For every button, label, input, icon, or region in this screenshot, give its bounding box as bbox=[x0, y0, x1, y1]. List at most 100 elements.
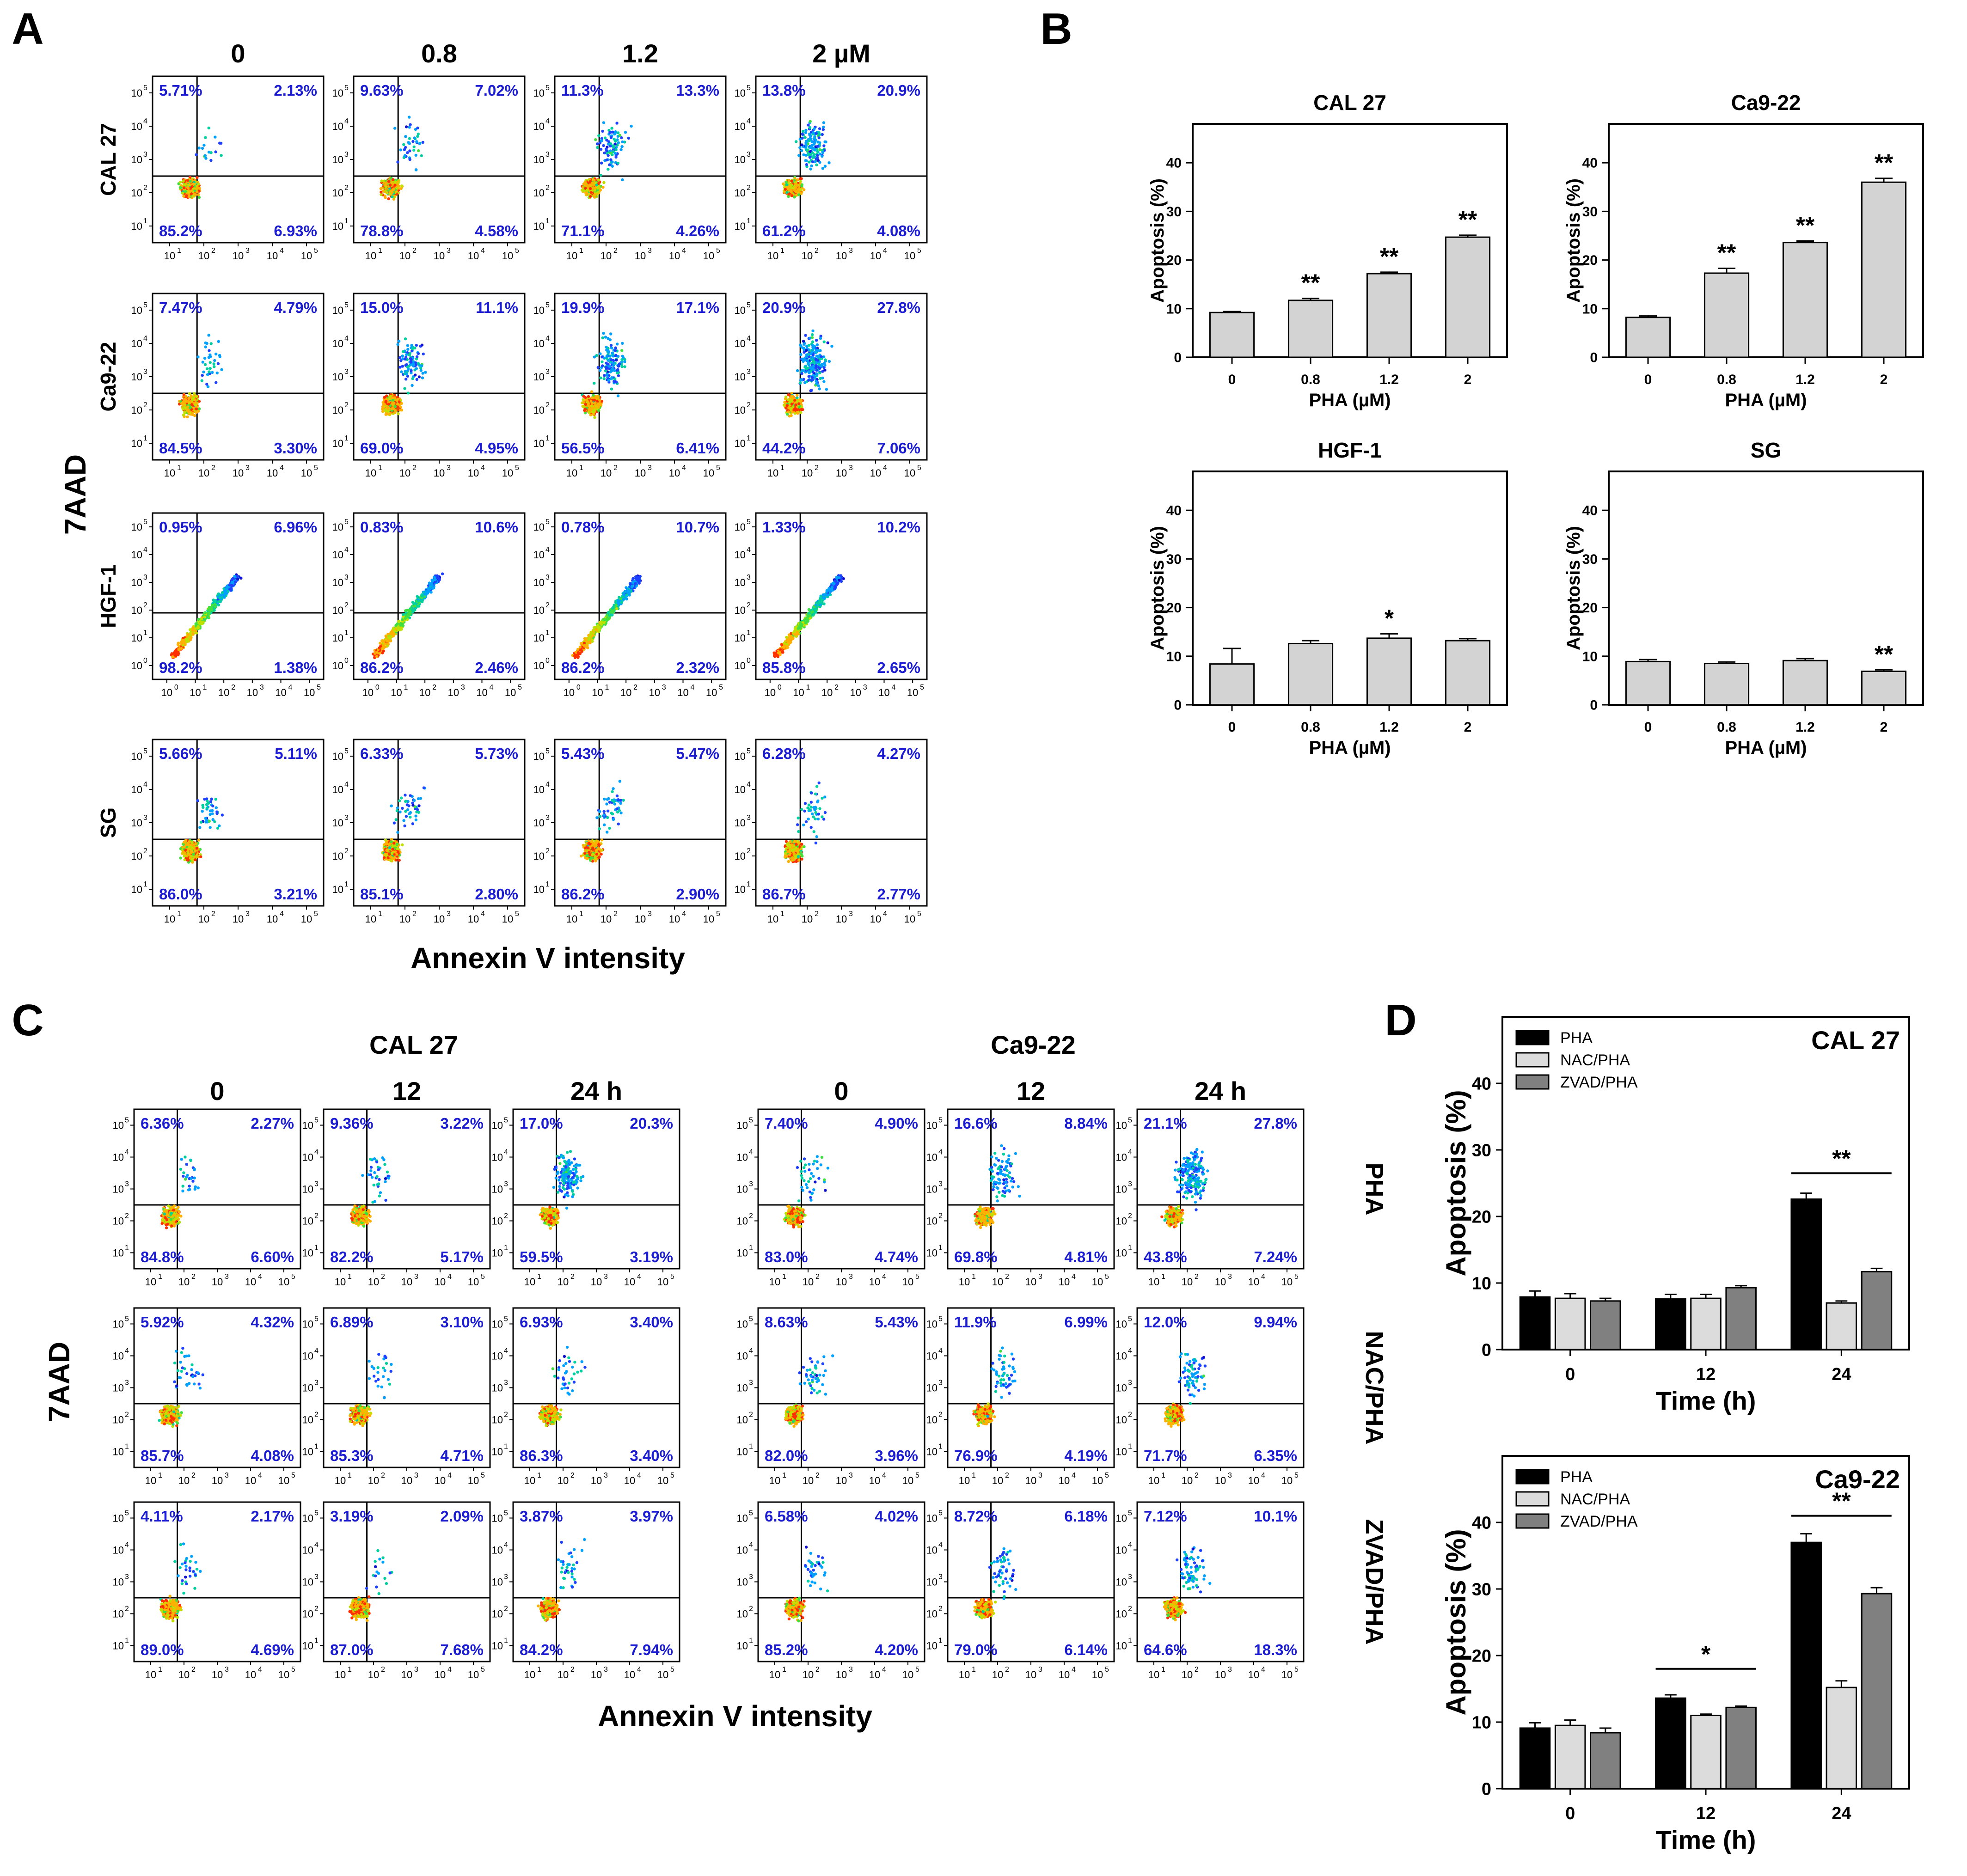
event-dot bbox=[204, 345, 207, 348]
event-dot bbox=[589, 195, 592, 198]
event-dot bbox=[599, 174, 602, 177]
event-dot bbox=[794, 189, 797, 192]
event-dot bbox=[609, 145, 612, 147]
event-dot bbox=[797, 193, 800, 196]
event-dot bbox=[208, 349, 210, 352]
event-dot bbox=[802, 130, 804, 133]
x-tick-label: 10 bbox=[836, 250, 847, 262]
x-tick-exponent: 5 bbox=[716, 247, 720, 255]
x-tick-exponent: 5 bbox=[917, 247, 921, 255]
event-dot bbox=[599, 141, 601, 144]
event-dot bbox=[816, 145, 819, 148]
panel-label-c: C bbox=[12, 996, 43, 1045]
event-dot bbox=[810, 140, 813, 143]
y-tick-exponent: 1 bbox=[545, 217, 550, 225]
event-dot bbox=[797, 188, 800, 191]
event-dot bbox=[794, 186, 797, 189]
event-dot bbox=[818, 161, 821, 164]
quadrant-ur-label: 2.13% bbox=[274, 82, 317, 99]
panel-a-row-label: SG bbox=[96, 807, 120, 838]
event-dot bbox=[380, 187, 382, 190]
event-dot bbox=[196, 355, 199, 358]
event-dot bbox=[799, 177, 802, 180]
x-tick-label: 10 bbox=[198, 250, 209, 262]
plot-frame bbox=[555, 76, 726, 243]
y-tick-label: 10 bbox=[131, 87, 142, 99]
x-tick-exponent: 5 bbox=[515, 247, 519, 255]
event-dot bbox=[807, 123, 809, 126]
event-dot bbox=[196, 176, 198, 179]
event-dot bbox=[214, 135, 216, 138]
event-dot bbox=[420, 154, 423, 157]
x-tick-label: 10 bbox=[399, 250, 411, 262]
x-tick-exponent: 1 bbox=[579, 247, 583, 255]
x-tick-label: 10 bbox=[601, 250, 612, 262]
event-dot bbox=[608, 131, 611, 134]
quadrant-ll-label: 71.1% bbox=[561, 222, 605, 239]
event-dot bbox=[217, 340, 220, 343]
event-dot bbox=[615, 122, 618, 124]
x-tick-exponent: 1 bbox=[780, 247, 784, 255]
event-dot bbox=[630, 125, 633, 128]
x-tick-exponent: 1 bbox=[177, 247, 181, 255]
y-tick-exponent: 1 bbox=[143, 217, 147, 225]
x-tick-label: 10 bbox=[233, 250, 244, 262]
event-dot bbox=[404, 146, 407, 149]
plot-frame bbox=[756, 76, 927, 243]
event-dot bbox=[186, 179, 189, 182]
y-tick-label: 10 bbox=[332, 154, 343, 165]
event-dot bbox=[812, 148, 815, 151]
event-dot bbox=[621, 145, 624, 148]
event-dot bbox=[609, 152, 612, 154]
event-dot bbox=[415, 168, 417, 171]
flow-plot: 11.3% 13.3%71.1% 4.26%10 110 110 210 210 310 310… bbox=[533, 76, 726, 262]
event-dot bbox=[805, 163, 808, 166]
event-dot bbox=[604, 136, 607, 139]
y-tick-label: 10 bbox=[735, 87, 746, 99]
panel-label-b: B bbox=[1040, 4, 1072, 54]
event-dot bbox=[201, 379, 203, 382]
event-dot bbox=[217, 362, 220, 365]
x-tick-exponent: 3 bbox=[648, 247, 652, 255]
event-dot bbox=[206, 373, 209, 376]
event-dot bbox=[809, 168, 812, 171]
panel-a-row-label: Ca9-22 bbox=[96, 342, 120, 412]
y-tick-exponent: 2 bbox=[747, 184, 751, 192]
event-dot bbox=[818, 136, 821, 139]
event-dot bbox=[399, 148, 402, 151]
event-dot bbox=[193, 392, 196, 395]
event-dot bbox=[619, 134, 621, 137]
event-dot bbox=[613, 133, 616, 135]
y-tick-label: 10 bbox=[131, 187, 142, 199]
event-dot bbox=[196, 190, 198, 193]
x-tick-exponent: 5 bbox=[314, 247, 318, 255]
event-dot bbox=[416, 127, 419, 129]
quadrant-lr-label: 6.93% bbox=[274, 222, 317, 239]
event-dot bbox=[620, 136, 623, 139]
event-dot bbox=[187, 187, 190, 189]
y-tick-exponent: 4 bbox=[143, 117, 147, 125]
event-dot bbox=[201, 374, 204, 377]
flow-plot: 13.8% 20.9%61.2% 4.08%10 110 110 210 210 310 310… bbox=[735, 76, 927, 262]
event-dot bbox=[590, 191, 593, 194]
event-dot bbox=[409, 123, 411, 126]
y-tick-label: 10 bbox=[131, 220, 142, 232]
event-dot bbox=[214, 353, 217, 355]
event-dot bbox=[787, 185, 790, 188]
event-dot bbox=[184, 190, 187, 193]
x-tick-exponent: 3 bbox=[245, 247, 250, 255]
y-tick-label: 10 bbox=[533, 154, 545, 165]
event-dot bbox=[201, 147, 204, 150]
y-tick-label: 10 bbox=[332, 121, 343, 132]
event-dot bbox=[809, 137, 812, 140]
y-tick-label: 10 bbox=[533, 121, 545, 132]
event-dot bbox=[422, 141, 424, 144]
event-dot bbox=[415, 154, 417, 157]
event-dot bbox=[607, 168, 609, 171]
x-tick-label: 10 bbox=[365, 250, 376, 262]
event-dot bbox=[393, 183, 396, 186]
event-dot bbox=[197, 183, 200, 185]
y-tick-label: 10 bbox=[533, 187, 545, 199]
event-dot bbox=[385, 183, 387, 186]
event-dot bbox=[220, 368, 223, 371]
